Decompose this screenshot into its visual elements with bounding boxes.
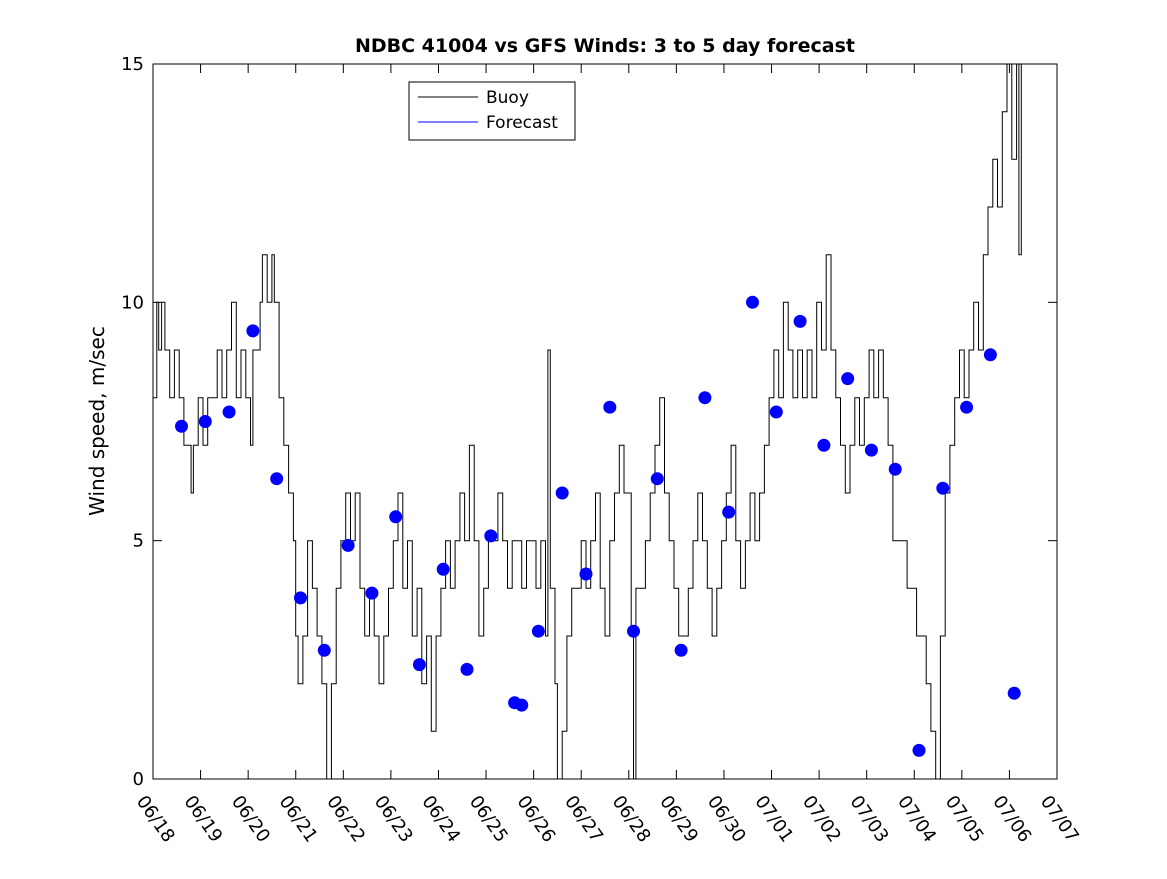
y-tick-label: 10 (121, 292, 144, 313)
forecast-point (531, 624, 545, 638)
forecast-point (175, 419, 188, 433)
forecast-point (270, 472, 284, 486)
plot-area (153, 64, 1022, 779)
forecast-point (983, 348, 997, 362)
forecast-point (246, 324, 260, 338)
legend-box (408, 81, 576, 141)
forecast-point (864, 443, 878, 457)
forecast-point (603, 400, 617, 414)
forecast-point (627, 624, 640, 638)
forecast-point (936, 481, 950, 495)
y-tick-label: 0 (133, 769, 144, 790)
forecast-point (650, 472, 664, 486)
buoy-line (153, 64, 1022, 779)
forecast-point (841, 372, 855, 386)
forecast-point (555, 486, 569, 500)
forecast-point (460, 662, 474, 676)
forecast-point (817, 438, 831, 452)
y-axis-label: Wind speed, m/sec (85, 326, 109, 516)
axes-box (152, 63, 1058, 780)
forecast-point (515, 698, 529, 712)
forecast-point (412, 658, 426, 672)
forecast-point (912, 743, 926, 757)
forecast-point (436, 562, 450, 576)
forecast-point (294, 591, 307, 605)
forecast-point (769, 405, 783, 419)
legend: Buoy Forecast (408, 81, 576, 141)
forecast-point (389, 510, 403, 524)
legend-forecast-label: Forecast (486, 113, 558, 133)
legend-buoy-label: Buoy (486, 88, 529, 108)
forecast-point (960, 400, 974, 414)
chart-title: NDBC 41004 vs GFS Winds: 3 to 5 day fore… (355, 35, 855, 57)
forecast-point (484, 529, 498, 543)
forecast-point (793, 314, 807, 328)
forecast-point (341, 538, 355, 552)
forecast-point (746, 295, 759, 309)
forecast-point (579, 567, 593, 581)
y-tick-label: 5 (133, 531, 144, 552)
y-tick-label: 15 (121, 54, 144, 75)
forecast-point (674, 643, 688, 657)
forecast-point (1007, 686, 1021, 700)
forecast-point (722, 505, 736, 519)
forecast-point (698, 391, 712, 405)
forecast-point (222, 405, 236, 419)
forecast-point (317, 643, 331, 657)
forecast-point (888, 462, 902, 476)
forecast-point (198, 415, 212, 428)
forecast-point (365, 586, 379, 600)
